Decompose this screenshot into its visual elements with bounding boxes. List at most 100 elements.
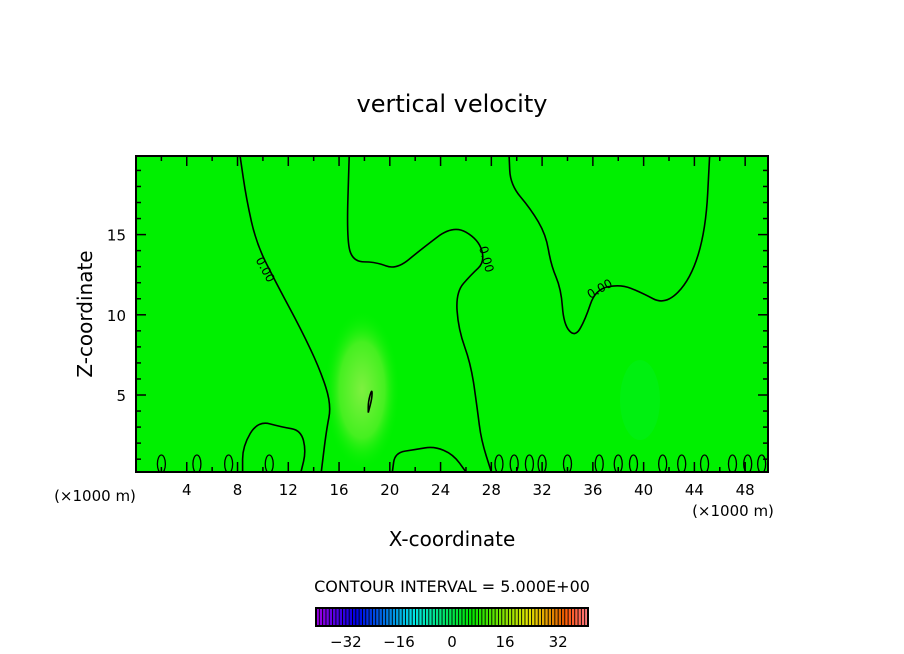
colorbar-swatch — [349, 608, 353, 626]
x-tick-label: 8 — [233, 481, 243, 499]
contour-cell — [562, 454, 573, 472]
colorbar-tick-label: 16 — [496, 633, 515, 651]
colorbar-swatch — [491, 608, 496, 626]
x-axis-label: X-coordinate — [389, 527, 516, 551]
colorbar-swatch — [461, 608, 466, 626]
colorbar-swatch — [329, 608, 333, 626]
colorbar-swatch — [398, 608, 403, 626]
colorbar-swatch — [498, 608, 502, 626]
colorbar-swatch — [564, 608, 569, 626]
colorbar-swatch — [415, 608, 419, 626]
contour-cell — [156, 454, 167, 472]
positive-velocity-region — [324, 310, 400, 470]
colorbar-swatch — [362, 608, 366, 626]
contour-cell — [537, 454, 547, 472]
x-tick-label: 32 — [533, 481, 552, 499]
colorbar-swatch — [408, 608, 413, 626]
contour-cell — [613, 454, 623, 472]
contour-cell — [192, 454, 202, 472]
y-tick-label: 15 — [107, 227, 126, 245]
colorbar-swatch — [379, 608, 383, 626]
colorbar-swatch — [584, 608, 588, 626]
colorbar-swatch — [541, 608, 545, 626]
colorbar-swatch — [335, 608, 340, 626]
colorbar-swatch — [355, 608, 360, 626]
colorbar-swatch — [392, 608, 396, 626]
x-tick-label: 24 — [431, 481, 450, 499]
colorbar-swatch — [561, 608, 565, 626]
colorbar-swatch — [511, 608, 516, 626]
colorbar-swatch — [382, 608, 386, 626]
colorbar-swatch — [475, 608, 479, 626]
contour-line — [239, 156, 331, 472]
chart-title: vertical velocity — [357, 90, 548, 118]
colorbar-swatch — [316, 608, 320, 626]
colorbar-swatch — [518, 608, 522, 626]
colorbar-swatch — [471, 608, 476, 626]
contour-interval: CONTOUR INTERVAL = 5.000E+00 — [314, 577, 590, 596]
colorbar-swatch — [534, 608, 539, 626]
colorbar-swatch — [332, 608, 336, 626]
colorbar-swatch — [365, 608, 370, 626]
colorbar-swatch — [445, 608, 449, 626]
colorbar-swatch — [339, 608, 343, 626]
contour-cell — [699, 454, 710, 472]
x-unit-left: (×1000 m) — [54, 487, 136, 505]
colorbar-swatch — [388, 608, 393, 626]
colorbar-swatch — [521, 608, 525, 626]
colorbar-swatch — [345, 608, 350, 626]
colorbar-swatch — [452, 608, 456, 626]
colorbar-swatch — [571, 608, 575, 626]
colorbar-swatch — [435, 608, 439, 626]
colorbar-swatch — [428, 608, 433, 626]
colorbar-swatch — [375, 608, 380, 626]
contour-cell — [727, 454, 738, 472]
colorbar-swatch — [528, 608, 532, 626]
x-tick-label: 16 — [330, 481, 349, 499]
contour-cell — [677, 454, 687, 472]
contour-line — [346, 156, 493, 472]
contour-line — [391, 446, 467, 472]
colorbar-swatch — [455, 608, 459, 626]
colorbar-swatch — [478, 608, 482, 626]
colorbar-swatch — [319, 608, 323, 626]
colorbar-swatch — [432, 608, 436, 626]
colorbar-swatch — [369, 608, 373, 626]
colorbar-swatch — [372, 608, 376, 626]
contour-line — [367, 390, 373, 413]
colorbar-swatch — [395, 608, 399, 626]
colorbar-swatch — [438, 608, 443, 626]
colorbar-swatch — [425, 608, 429, 626]
contour-cell — [757, 454, 767, 472]
colorbar-swatch — [531, 608, 535, 626]
x-tick-label: 20 — [380, 481, 399, 499]
negative-velocity-region — [620, 360, 660, 440]
colorbar-swatch — [568, 608, 572, 626]
colorbar-swatch — [495, 608, 499, 626]
contour-cell — [658, 454, 668, 472]
contour-cell — [524, 454, 535, 472]
colorbar-tick-label: −32 — [330, 633, 362, 651]
y-tick-label: 5 — [116, 387, 126, 405]
colorbar-swatch — [322, 608, 326, 626]
colorbar-frame — [315, 607, 589, 627]
x-tick-label: 12 — [279, 481, 298, 499]
colorbar-swatch — [485, 608, 489, 626]
colorbar-swatch — [544, 608, 549, 626]
colorbar-swatch — [342, 608, 346, 626]
contour-cell — [594, 454, 604, 472]
y-axis-label: Z-coordinate — [73, 250, 97, 377]
contour-line — [241, 422, 306, 472]
colorbar-swatch — [481, 608, 486, 626]
contour-label: 0.00 — [476, 245, 496, 274]
plot-field — [136, 156, 768, 472]
colorbar-swatch — [574, 608, 579, 626]
colorbar-swatch — [515, 608, 519, 626]
colorbar-swatch — [448, 608, 452, 626]
colorbar-swatch — [412, 608, 416, 626]
x-tick-label: 40 — [634, 481, 653, 499]
colorbar-swatch — [578, 608, 582, 626]
colorbar-swatch — [325, 608, 330, 626]
colorbar-swatch — [458, 608, 462, 626]
colorbar-swatch — [418, 608, 423, 626]
